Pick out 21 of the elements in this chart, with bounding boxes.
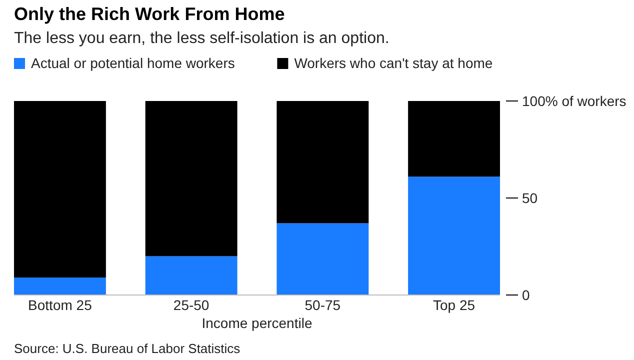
x-tick-label: Bottom 25 bbox=[28, 297, 92, 313]
bar bbox=[14, 101, 106, 278]
bar bbox=[145, 101, 238, 256]
bar bbox=[276, 101, 369, 224]
bar bbox=[408, 176, 500, 295]
y-tick-label: 0 bbox=[522, 287, 530, 303]
bar bbox=[408, 101, 500, 177]
chart-subtitle: The less you earn, the less self-isolation is an option. bbox=[14, 30, 390, 47]
y-tick-label: 50 bbox=[522, 190, 538, 206]
x-tick-label: Top 25 bbox=[433, 297, 476, 313]
source-note: Source: U.S. Bureau of Labor Statistics bbox=[14, 341, 241, 356]
y-tick-label: 100% of workers bbox=[522, 93, 626, 109]
x-tick-label: 25-50 bbox=[173, 297, 210, 313]
bar bbox=[145, 256, 238, 295]
x-tick-label: 50-75 bbox=[304, 297, 341, 313]
x-axis-title: Income percentile bbox=[202, 315, 312, 331]
legend-label: Actual or potential home workers bbox=[31, 55, 235, 71]
bar bbox=[14, 278, 106, 295]
bar bbox=[276, 223, 369, 295]
chart-title: Only the Rich Work From Home bbox=[14, 4, 285, 24]
legend-label: Workers who can't stay at home bbox=[294, 55, 493, 71]
